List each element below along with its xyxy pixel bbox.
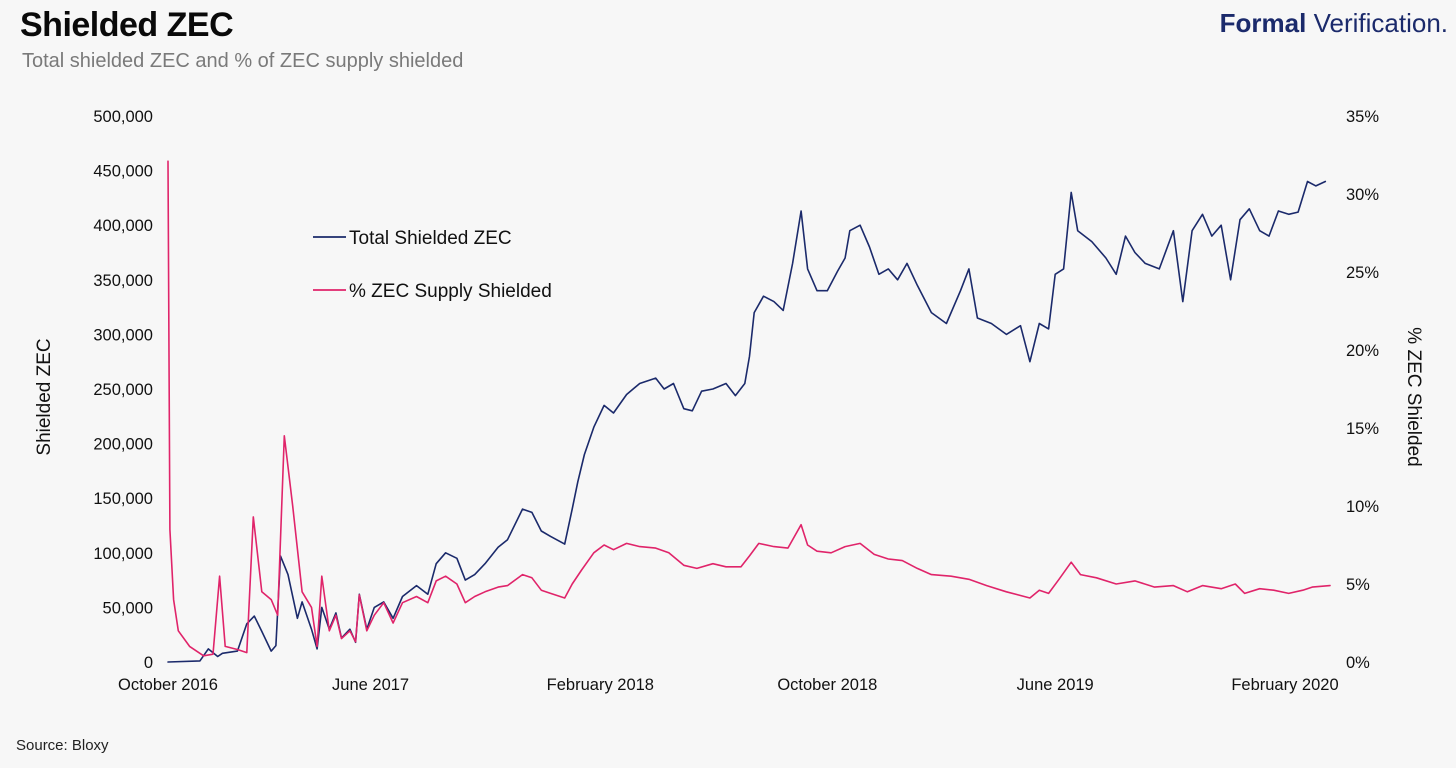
series-line-total-shielded: [167, 180, 1327, 663]
left-y-axis: 0 50,000 100,000 150,000 200,000 250,000 300,0…: [93, 108, 153, 672]
right-y-axis: 0% 5% 10% 15% 20% 25% 30% 35%: [1346, 108, 1379, 672]
right-tick-label: 10%: [1346, 498, 1379, 516]
x-tick-label: October 2018: [777, 676, 877, 694]
right-axis-title: % ZEC Shielded: [1403, 327, 1424, 466]
legend-label: Total Shielded ZEC: [349, 228, 512, 249]
brand-bold-text: Formal: [1219, 8, 1307, 38]
x-tick-label: February 2018: [547, 676, 654, 694]
x-tick-label: June 2019: [1017, 676, 1094, 694]
left-tick-label: 150,000: [93, 490, 153, 508]
right-tick-label: 0%: [1346, 654, 1370, 672]
left-tick-label: 250,000: [93, 381, 153, 399]
left-tick-label: 100,000: [93, 545, 153, 563]
right-tick-label: 15%: [1346, 420, 1379, 438]
legend: Total Shielded ZEC % ZEC Supply Shielded: [313, 228, 552, 302]
series-line-percent-shielded: [167, 160, 1331, 657]
brand-light-text: Verification.: [1313, 8, 1448, 38]
left-tick-label: 350,000: [93, 272, 153, 290]
left-tick-label: 200,000: [93, 436, 153, 454]
left-tick-label: 500,000: [93, 108, 153, 126]
left-tick-label: 450,000: [93, 163, 153, 181]
x-tick-label: October 2016: [118, 676, 218, 694]
x-axis: October 2016 June 2017 February 2018 Octobe…: [118, 676, 1339, 694]
chart-title: Shielded ZEC: [20, 6, 234, 44]
source-note: Source: Bloxy: [16, 737, 109, 754]
right-tick-label: 20%: [1346, 342, 1379, 360]
left-tick-label: 300,000: [93, 326, 153, 344]
left-tick-label: 0: [144, 654, 153, 672]
x-tick-label: February 2020: [1231, 676, 1338, 694]
left-tick-label: 50,000: [103, 599, 153, 617]
right-tick-label: 25%: [1346, 264, 1379, 282]
right-tick-label: 5%: [1346, 576, 1370, 594]
chart-subtitle: Total shielded ZEC and % of ZEC supply s…: [22, 50, 464, 72]
left-tick-label: 400,000: [93, 217, 153, 235]
left-axis-title: Shielded ZEC: [34, 338, 55, 455]
x-tick-label: June 2017: [332, 676, 409, 694]
right-tick-label: 30%: [1346, 186, 1379, 204]
series-layer: [167, 160, 1331, 663]
right-tick-label: 35%: [1346, 108, 1379, 126]
legend-label: % ZEC Supply Shielded: [349, 281, 552, 302]
brand-logo: Formal Verification.: [1220, 8, 1448, 39]
